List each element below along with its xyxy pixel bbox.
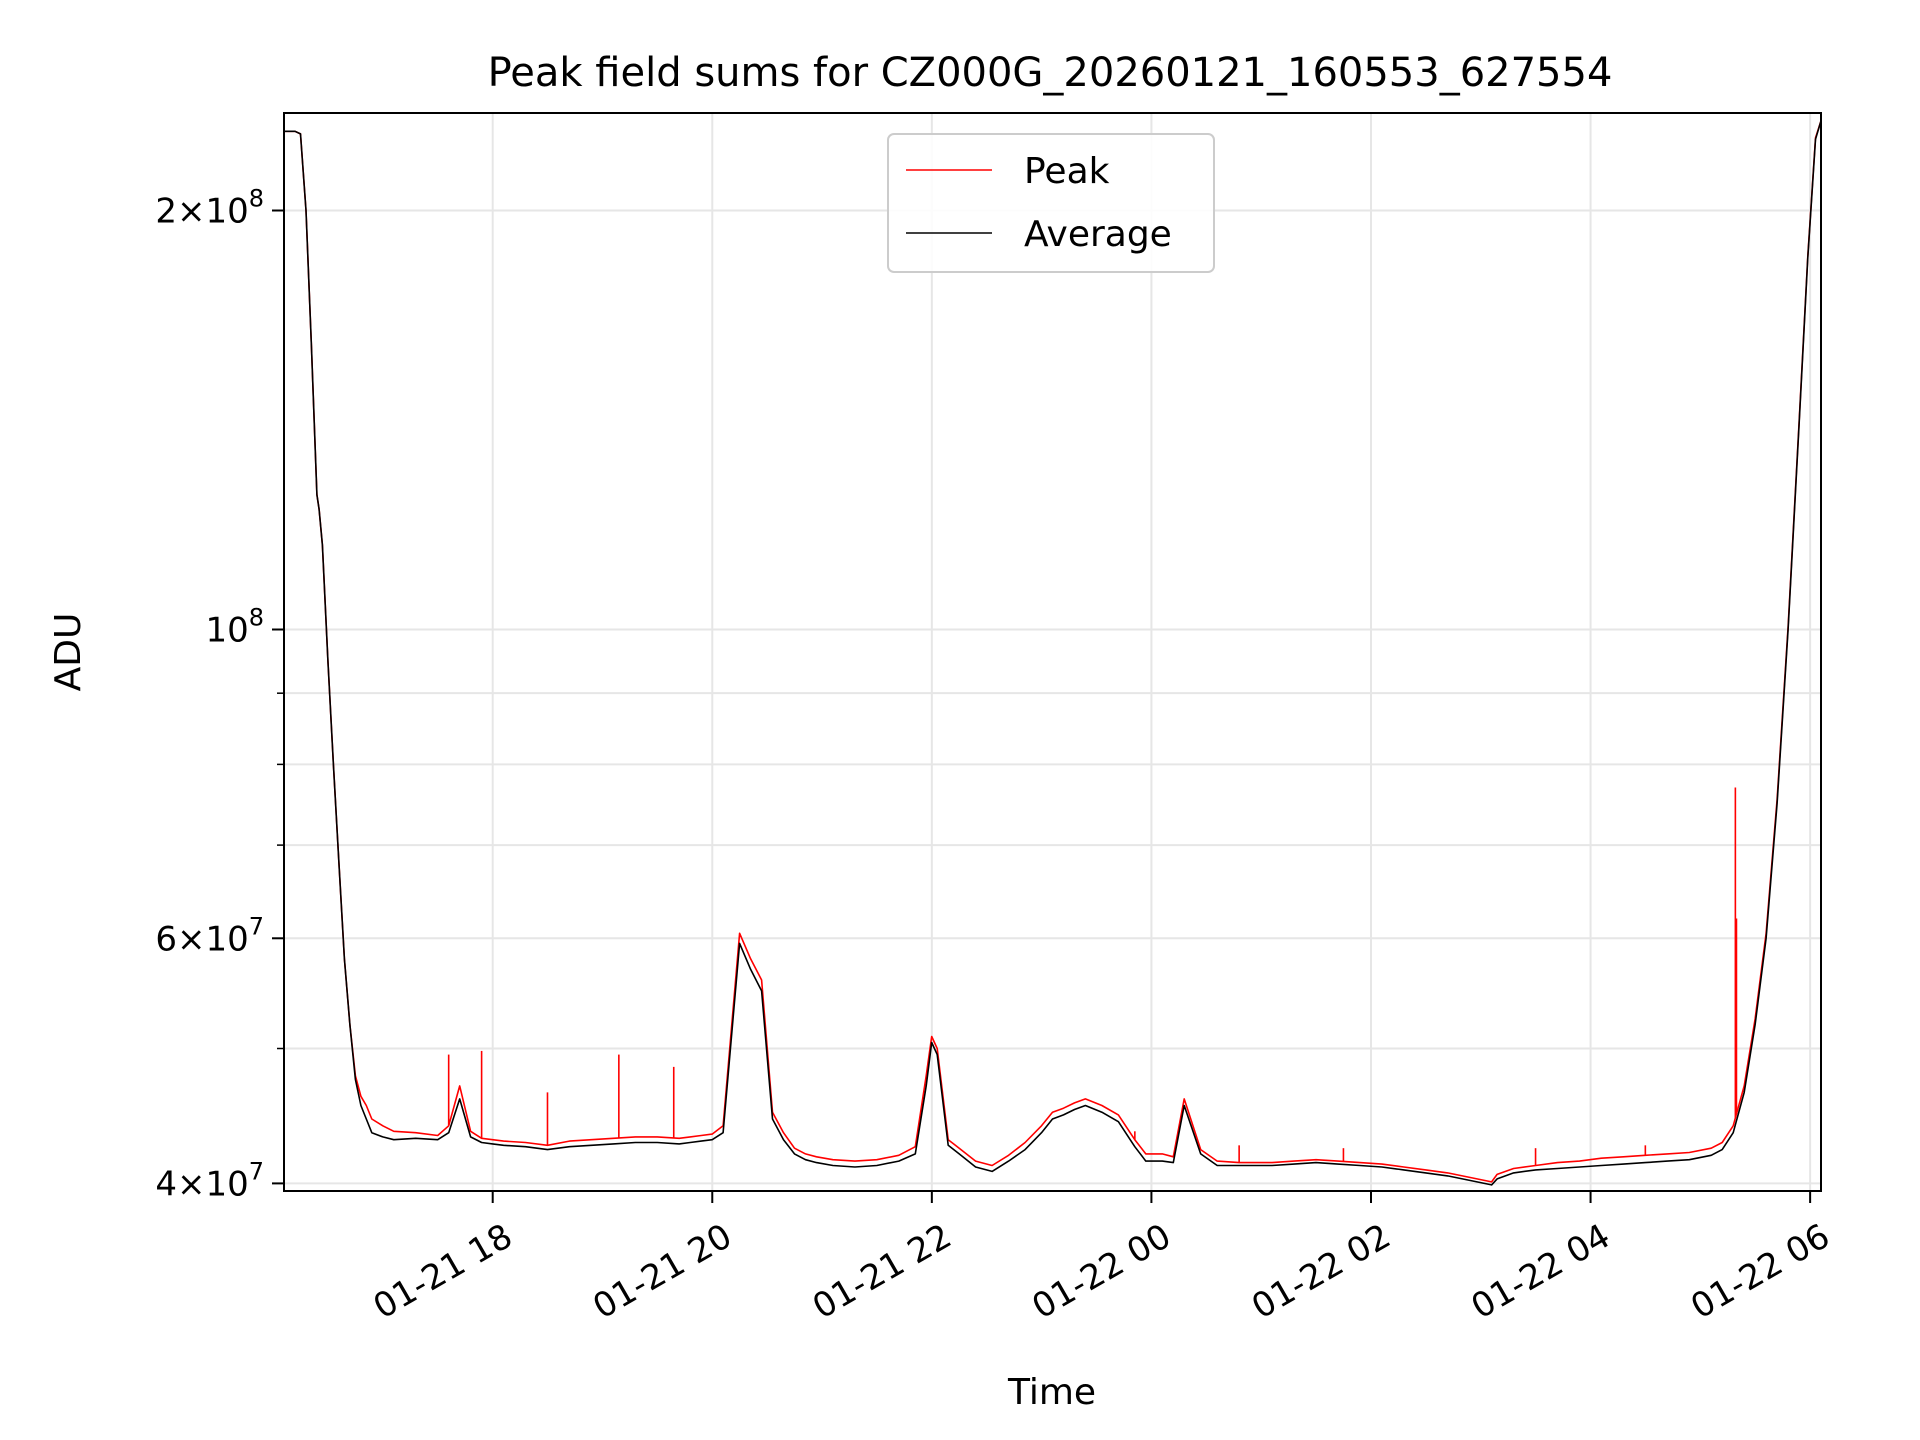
plot-area-frame bbox=[283, 112, 1822, 1192]
chart-title: Peak field sums for CZ000G_20260121_1605… bbox=[488, 50, 1613, 96]
y-axis-label: ADU bbox=[48, 613, 89, 692]
y-tick-label: 6×107 bbox=[155, 912, 264, 959]
y-tick-label: 2×108 bbox=[155, 184, 264, 231]
y-tick-exponent: 8 bbox=[249, 184, 264, 212]
y-tick-exponent: 7 bbox=[249, 1157, 264, 1185]
series-line-average bbox=[284, 120, 1822, 1186]
y-tick-exponent: 8 bbox=[249, 603, 264, 631]
y-tick-times: × bbox=[177, 191, 206, 231]
y-tick-mantissa: 4 bbox=[155, 1164, 177, 1204]
series-line-peak bbox=[284, 120, 1822, 1183]
y-tick-label: 108 bbox=[205, 603, 264, 650]
y-tick-mantissa: 6 bbox=[155, 919, 177, 959]
y-tick-base: 10 bbox=[205, 1164, 248, 1204]
legend-label-average: Average bbox=[1024, 214, 1172, 255]
y-tick-base: 10 bbox=[205, 191, 248, 231]
y-tick-exponent: 7 bbox=[249, 912, 264, 940]
series-layer bbox=[284, 120, 1822, 1186]
y-tick-label: 4×107 bbox=[155, 1157, 264, 1204]
y-tick-times: × bbox=[177, 1164, 206, 1204]
legend-label-peak: Peak bbox=[1024, 151, 1110, 192]
legend: Peak Average bbox=[887, 133, 1215, 273]
y-tick-times: × bbox=[177, 919, 206, 959]
legend-box bbox=[887, 133, 1215, 273]
x-axis-label: Time bbox=[1007, 1372, 1096, 1413]
y-tick-mantissa: 2 bbox=[155, 191, 177, 231]
y-tick-base: 10 bbox=[205, 610, 248, 650]
y-tick-base: 10 bbox=[205, 919, 248, 959]
